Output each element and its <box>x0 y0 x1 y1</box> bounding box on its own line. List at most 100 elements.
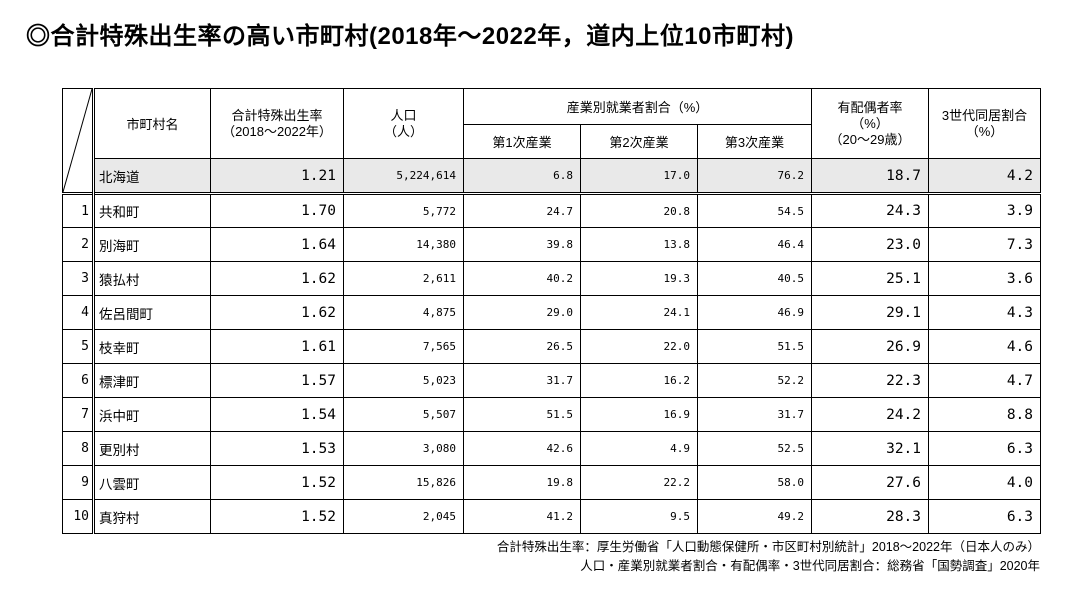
industry1-cell: 51.5 <box>463 397 581 432</box>
industry2-cell: 20.8 <box>580 192 698 228</box>
industry3-cell: 46.4 <box>696 227 813 262</box>
three-gen-cell: 8.8 <box>928 397 1042 432</box>
header-spouse-rate: 有配偶者率 （%） （20～29歳） <box>811 88 930 159</box>
municipality-cell: 別海町 <box>92 227 211 262</box>
population-cell: 5,023 <box>343 363 464 398</box>
hokkaido-industry2-cell: 17.0 <box>580 158 698 194</box>
rank-cell: 10 <box>62 499 94 534</box>
rank-cell: 1 <box>62 192 94 228</box>
population-cell: 3,080 <box>343 431 464 466</box>
hokkaido-summary-row: 北海道 1.21 5,224,614 6.8 17.0 76.2 18.7 4.… <box>63 158 1042 194</box>
tfr-cell: 1.62 <box>210 295 344 330</box>
industry3-cell: 40.5 <box>696 261 813 296</box>
industry1-cell: 31.7 <box>463 363 581 398</box>
industry3-cell: 51.5 <box>696 329 813 364</box>
spouse-rate-cell: 26.9 <box>811 329 930 364</box>
spouse-rate-cell: 24.3 <box>811 192 930 228</box>
industry2-cell: 19.3 <box>580 261 698 296</box>
diagonal-line-icon <box>63 89 92 192</box>
industry2-cell: 24.1 <box>580 295 698 330</box>
municipality-cell: 浜中町 <box>92 397 211 432</box>
three-gen-cell: 7.3 <box>928 227 1042 262</box>
three-gen-cell: 3.9 <box>928 192 1042 228</box>
header-spouse-rate-line2: （%） <box>851 115 889 131</box>
tfr-cell: 1.62 <box>210 261 344 296</box>
header-three-gen-line2: （%） <box>965 123 1004 139</box>
hokkaido-population-cell: 5,224,614 <box>343 158 464 194</box>
industry3-cell: 49.2 <box>696 499 813 534</box>
header-spouse-rate-line3: （20～29歳） <box>829 131 911 147</box>
hokkaido-three-gen-cell: 4.2 <box>928 158 1042 194</box>
rank-cell: 8 <box>62 431 94 466</box>
table-row: 3 猿払村 1.62 2,611 40.2 19.3 40.5 25.1 3.6 <box>62 261 1042 296</box>
population-cell: 2,045 <box>343 499 464 534</box>
industry3-cell: 58.0 <box>696 465 813 500</box>
header-population: 人口 （人） <box>343 88 464 159</box>
population-cell: 7,565 <box>343 329 464 364</box>
industry1-cell: 19.8 <box>463 465 581 500</box>
table-row: 7 浜中町 1.54 5,507 51.5 16.9 31.7 24.2 8.8 <box>62 397 1042 432</box>
tfr-cell: 1.64 <box>210 227 344 262</box>
source-note-census: 人口・産業別就業者割合・有配偶率・3世代同居割合：総務省「国勢調査」2020年 <box>580 559 1040 573</box>
header-spouse-rate-line1: 有配偶者率 <box>837 99 903 115</box>
industry2-cell: 22.2 <box>580 465 698 500</box>
municipality-cell: 佐呂間町 <box>92 295 211 330</box>
header-tfr-line1: 合計特殊出生率 <box>231 107 323 123</box>
population-cell: 2,611 <box>343 261 464 296</box>
table-row: 9 八雲町 1.52 15,826 19.8 22.2 58.0 27.6 4.… <box>62 465 1042 500</box>
rank-cell: 6 <box>62 363 94 398</box>
spouse-rate-cell: 23.0 <box>811 227 930 262</box>
industry3-cell: 52.5 <box>696 431 813 466</box>
tfr-cell: 1.57 <box>210 363 344 398</box>
header-industry3: 第3次産業 <box>696 124 813 159</box>
header-industry-group: 産業別就業者割合（%） <box>462 88 813 125</box>
municipality-cell: 標津町 <box>92 363 211 398</box>
industry2-cell: 16.2 <box>580 363 698 398</box>
header-tfr: 合計特殊出生率 （2018～2022年） <box>210 88 344 159</box>
header-three-gen-line1: 3世代同居割合 <box>941 107 1028 123</box>
tfr-cell: 1.70 <box>210 192 344 228</box>
table-row: 1 共和町 1.70 5,772 24.7 20.8 54.5 24.3 3.9 <box>62 192 1042 228</box>
three-gen-cell: 6.3 <box>928 431 1042 466</box>
rank-cell: 7 <box>62 397 94 432</box>
industry1-cell: 29.0 <box>463 295 581 330</box>
table-row: 4 佐呂間町 1.62 4,875 29.0 24.1 46.9 29.1 4.… <box>62 295 1042 330</box>
tfr-cell: 1.61 <box>210 329 344 364</box>
industry2-cell: 16.9 <box>580 397 698 432</box>
municipality-cell: 八雲町 <box>92 465 211 500</box>
municipality-cell: 真狩村 <box>92 499 211 534</box>
tfr-cell: 1.52 <box>210 465 344 500</box>
table-row: 10 真狩村 1.52 2,045 41.2 9.5 49.2 28.3 6.3 <box>62 499 1042 534</box>
three-gen-cell: 4.0 <box>928 465 1042 500</box>
spouse-rate-cell: 32.1 <box>811 431 930 466</box>
fertility-rate-table: 市町村名 合計特殊出生率 （2018～2022年） 人口 （人） 産業別就業者割… <box>62 88 1042 534</box>
industry1-cell: 39.8 <box>463 227 581 262</box>
table-row: 8 更別村 1.53 3,080 42.6 4.9 52.5 32.1 6.3 <box>62 431 1042 466</box>
municipality-cell: 枝幸町 <box>92 329 211 364</box>
table-row: 6 標津町 1.57 5,023 31.7 16.2 52.2 22.3 4.7 <box>62 363 1042 398</box>
ranked-rows: 1 共和町 1.70 5,772 24.7 20.8 54.5 24.3 3.9… <box>62 192 1042 534</box>
rank-cell: 5 <box>62 329 94 364</box>
page-title: ◎合計特殊出生率の高い市町村(2018年～2022年，道内上位10市町村) <box>26 23 794 50</box>
industry3-cell: 46.9 <box>696 295 813 330</box>
table-row: 5 枝幸町 1.61 7,565 26.5 22.0 51.5 26.9 4.6 <box>62 329 1042 364</box>
tfr-cell: 1.52 <box>210 499 344 534</box>
industry2-cell: 9.5 <box>580 499 698 534</box>
population-cell: 14,380 <box>343 227 464 262</box>
spouse-rate-cell: 22.3 <box>811 363 930 398</box>
spouse-rate-cell: 27.6 <box>811 465 930 500</box>
header-tfr-line2: （2018～2022年） <box>222 123 332 139</box>
hokkaido-industry1-cell: 6.8 <box>463 158 581 194</box>
population-cell: 15,826 <box>343 465 464 500</box>
header-industry1: 第1次産業 <box>463 124 581 159</box>
source-notes: 合計特殊出生率：厚生労働省「人口動態保健所・市区町村別統計」2018～2022年… <box>62 538 1040 576</box>
spouse-rate-cell: 29.1 <box>811 295 930 330</box>
industry1-cell: 42.6 <box>463 431 581 466</box>
spouse-rate-cell: 25.1 <box>811 261 930 296</box>
header-three-gen: 3世代同居割合 （%） <box>928 88 1042 159</box>
industry2-cell: 13.8 <box>580 227 698 262</box>
rank-cell: 4 <box>62 295 94 330</box>
spouse-rate-cell: 24.2 <box>811 397 930 432</box>
three-gen-cell: 4.6 <box>928 329 1042 364</box>
three-gen-cell: 4.7 <box>928 363 1042 398</box>
